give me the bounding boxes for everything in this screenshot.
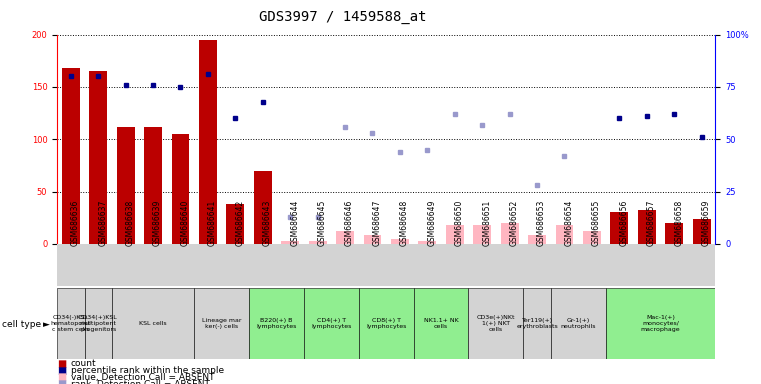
Bar xyxy=(524,288,551,359)
Text: GSM686654: GSM686654 xyxy=(565,200,574,246)
Text: GSM686648: GSM686648 xyxy=(400,200,409,246)
Bar xyxy=(309,241,326,244)
Bar xyxy=(57,288,84,359)
Text: GSM686637: GSM686637 xyxy=(98,200,107,246)
Bar xyxy=(249,288,304,359)
Text: GSM686645: GSM686645 xyxy=(317,200,326,246)
Bar xyxy=(419,241,436,244)
Text: GSM686658: GSM686658 xyxy=(674,200,683,246)
Bar xyxy=(501,223,518,244)
Text: ■: ■ xyxy=(57,366,66,376)
Bar xyxy=(610,212,629,244)
Text: Lineage mar
ker(-) cells: Lineage mar ker(-) cells xyxy=(202,318,241,329)
Bar xyxy=(171,134,189,244)
Text: CD34(+)KSL
multipotent
progenitors: CD34(+)KSL multipotent progenitors xyxy=(79,315,118,332)
Bar xyxy=(62,68,80,244)
Bar xyxy=(89,71,107,244)
Text: GSM686643: GSM686643 xyxy=(263,200,272,246)
Bar xyxy=(112,288,194,359)
Text: GSM686652: GSM686652 xyxy=(510,200,519,246)
Bar xyxy=(84,288,112,359)
Text: CD4(+) T
lymphocytes: CD4(+) T lymphocytes xyxy=(311,318,352,329)
Text: value, Detection Call = ABSENT: value, Detection Call = ABSENT xyxy=(71,373,215,382)
Text: GSM686639: GSM686639 xyxy=(153,200,162,246)
Text: GSM686642: GSM686642 xyxy=(235,200,244,246)
Text: ■: ■ xyxy=(57,359,66,369)
Bar xyxy=(358,288,414,359)
Text: GSM686656: GSM686656 xyxy=(619,200,629,246)
Text: GSM686657: GSM686657 xyxy=(647,200,656,246)
Bar xyxy=(282,241,299,244)
Text: CD34(-)KSL
hematopoiet
c stem cells: CD34(-)KSL hematopoiet c stem cells xyxy=(51,315,91,332)
Bar xyxy=(665,223,683,244)
Bar xyxy=(473,225,491,244)
Bar xyxy=(364,235,381,244)
Bar xyxy=(254,170,272,244)
Bar xyxy=(551,288,606,359)
Text: Mac-1(+)
monocytes/
macrophage: Mac-1(+) monocytes/ macrophage xyxy=(641,315,680,332)
Text: B220(+) B
lymphocytes: B220(+) B lymphocytes xyxy=(256,318,297,329)
Text: GSM686651: GSM686651 xyxy=(482,200,491,246)
Bar xyxy=(144,127,162,244)
Bar xyxy=(528,235,546,244)
Bar xyxy=(194,288,249,359)
Bar xyxy=(116,127,135,244)
Text: ►: ► xyxy=(43,320,49,329)
Text: Ter119(+)
erythroblasts: Ter119(+) erythroblasts xyxy=(516,318,558,329)
Text: GSM686644: GSM686644 xyxy=(290,200,299,246)
Bar xyxy=(556,225,573,244)
Text: GSM686659: GSM686659 xyxy=(702,200,711,246)
Text: GSM686647: GSM686647 xyxy=(372,200,381,246)
Text: GSM686638: GSM686638 xyxy=(126,200,135,246)
Text: GSM686640: GSM686640 xyxy=(180,200,189,246)
Bar xyxy=(693,219,711,244)
Bar xyxy=(227,204,244,244)
Text: GSM686636: GSM686636 xyxy=(71,200,80,246)
Text: GSM686649: GSM686649 xyxy=(428,200,436,246)
Bar xyxy=(336,231,354,244)
Text: GSM686655: GSM686655 xyxy=(592,200,601,246)
Bar xyxy=(606,288,715,359)
Bar xyxy=(583,231,601,244)
Text: GSM686646: GSM686646 xyxy=(345,200,354,246)
Bar xyxy=(446,225,463,244)
Text: Gr-1(+)
neutrophils: Gr-1(+) neutrophils xyxy=(560,318,596,329)
Text: percentile rank within the sample: percentile rank within the sample xyxy=(71,366,224,375)
Text: rank, Detection Call = ABSENT: rank, Detection Call = ABSENT xyxy=(71,380,209,384)
Text: GSM686653: GSM686653 xyxy=(537,200,546,246)
Text: ■: ■ xyxy=(57,372,66,382)
Text: GSM686641: GSM686641 xyxy=(208,200,217,246)
Bar xyxy=(414,288,469,359)
Text: KSL cells: KSL cells xyxy=(139,321,167,326)
Text: ■: ■ xyxy=(57,379,66,384)
Bar xyxy=(469,288,524,359)
Text: CD8(+) T
lymphocytes: CD8(+) T lymphocytes xyxy=(366,318,406,329)
Text: NK1.1+ NK
cells: NK1.1+ NK cells xyxy=(424,318,458,329)
Bar xyxy=(391,238,409,244)
Bar xyxy=(304,288,358,359)
Text: CD3e(+)NKt
1(+) NKT
cells: CD3e(+)NKt 1(+) NKT cells xyxy=(476,315,515,332)
Bar xyxy=(638,210,656,244)
Text: GSM686650: GSM686650 xyxy=(455,200,463,246)
Text: count: count xyxy=(71,359,97,368)
Text: GDS3997 / 1459588_at: GDS3997 / 1459588_at xyxy=(259,10,426,23)
Text: cell type: cell type xyxy=(2,320,40,329)
Bar xyxy=(199,40,217,244)
